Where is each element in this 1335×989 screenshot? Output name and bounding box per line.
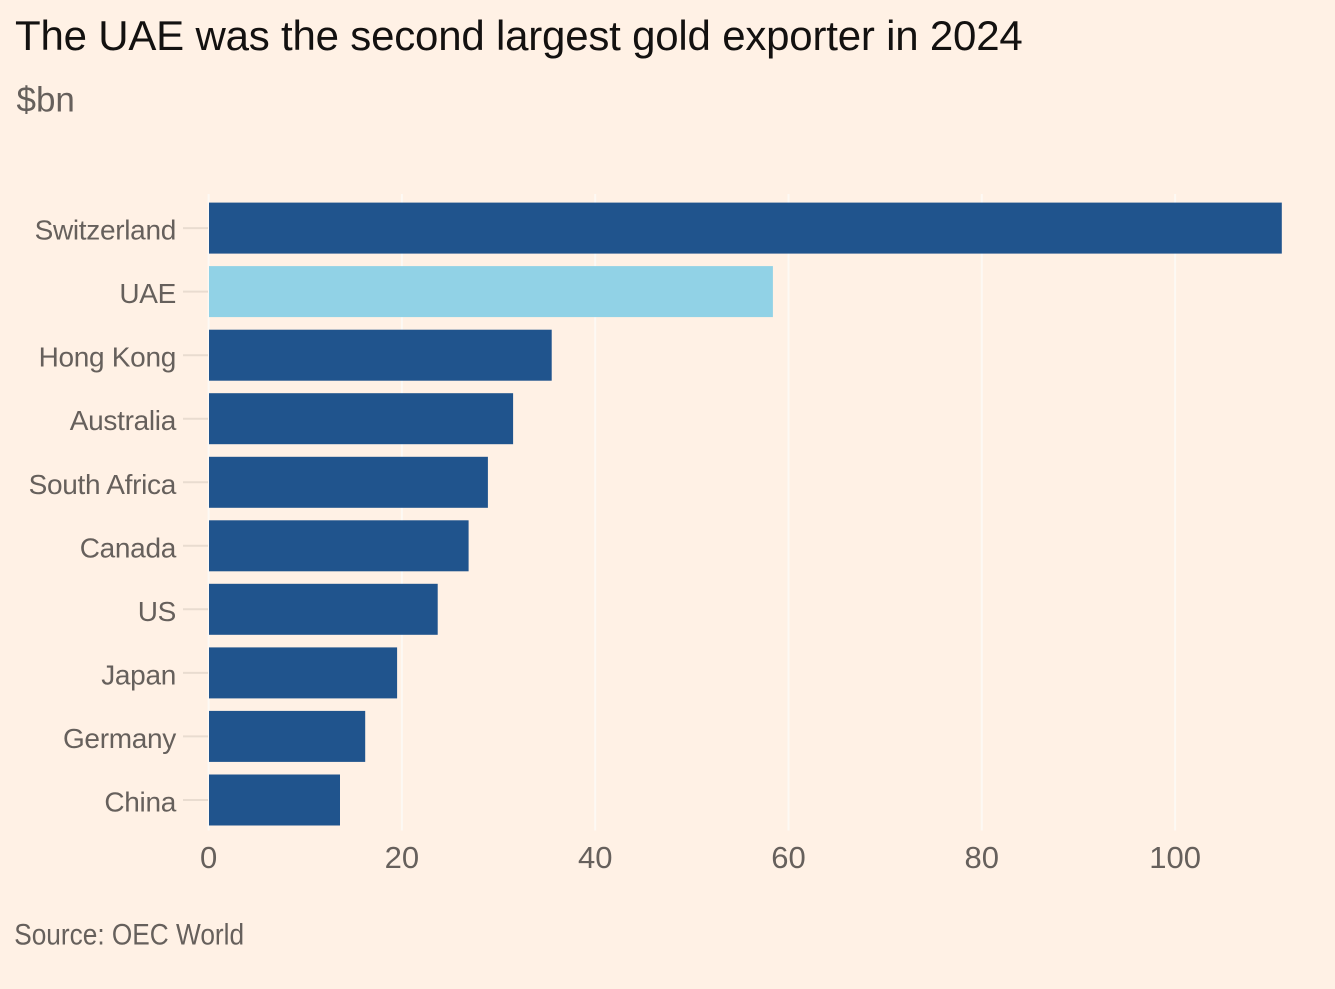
svg-text:China: China (104, 787, 176, 818)
svg-text:Germany: Germany (63, 723, 176, 754)
svg-text:Australia: Australia (70, 405, 177, 436)
svg-text:100: 100 (1149, 840, 1201, 875)
svg-text:0: 0 (200, 840, 217, 875)
svg-text:Source: OEC World: Source: OEC World (14, 917, 244, 951)
svg-text:$bn: $bn (17, 81, 75, 120)
svg-text:UAE: UAE (119, 278, 176, 309)
svg-text:60: 60 (771, 840, 805, 875)
svg-text:40: 40 (578, 840, 612, 875)
svg-text:South Africa: South Africa (29, 469, 177, 500)
svg-text:Switzerland: Switzerland (35, 215, 176, 246)
svg-text:The UAE was the second largest: The UAE was the second largest gold expo… (15, 12, 1023, 59)
svg-text:80: 80 (965, 840, 999, 875)
svg-text:Canada: Canada (80, 532, 177, 563)
svg-text:20: 20 (385, 840, 419, 875)
svg-text:US: US (138, 596, 176, 627)
svg-text:Hong Kong: Hong Kong (39, 342, 176, 373)
svg-text:Japan: Japan (101, 659, 176, 690)
